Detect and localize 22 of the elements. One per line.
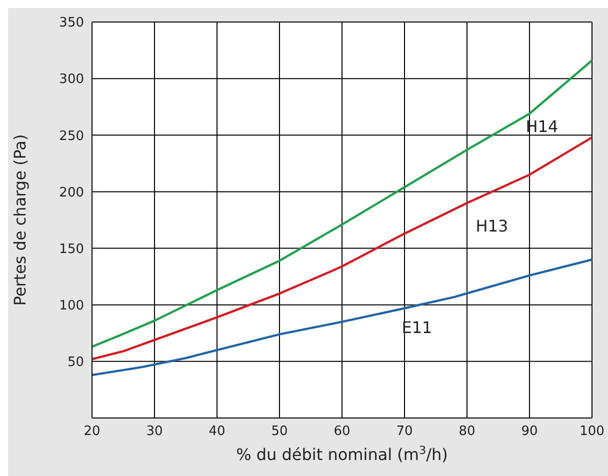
- y-tick-label: 100: [59, 298, 84, 314]
- y-tick-label: 150: [59, 242, 84, 257]
- x-axis-title: % du débit nominal (m$^{3}$/h): [236, 444, 448, 464]
- y-tick-label: 50: [67, 355, 84, 370]
- x-tick-label: 70: [396, 424, 413, 440]
- line-series: [92, 59, 592, 348]
- y-tick-label: 200: [59, 185, 84, 200]
- x-tick-label: 100: [580, 424, 604, 440]
- x-tick-label: 20: [84, 424, 100, 440]
- x-tick-label: 80: [458, 424, 476, 440]
- y-tick-label: 300: [59, 72, 84, 88]
- y-axis-title: Pertes de charge (Pa): [10, 134, 30, 306]
- x-tick-label: 60: [334, 424, 350, 440]
- y-tick-label: 350: [59, 16, 84, 31]
- line-series: [92, 258, 592, 376]
- x-tick-label: 50: [271, 424, 288, 440]
- line-series: [92, 136, 592, 360]
- series-label: H13: [476, 216, 508, 236]
- x-tick-label: 90: [521, 424, 538, 440]
- y-tick-label: 250: [59, 128, 84, 144]
- x-tick-label: 30: [146, 424, 163, 440]
- x-tick-label: 40: [208, 424, 226, 440]
